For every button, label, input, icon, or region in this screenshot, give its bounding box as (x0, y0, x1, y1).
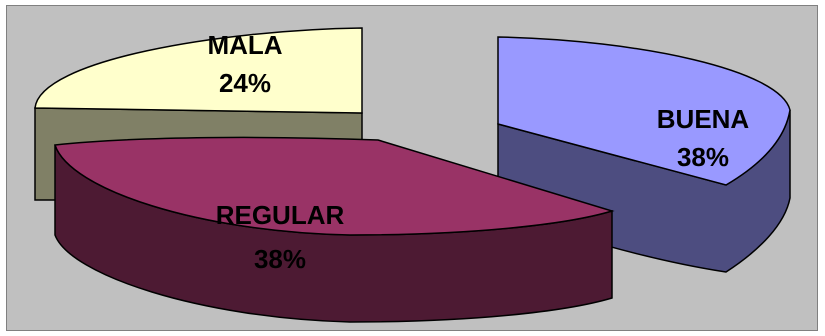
slice-regular-category-label: REGULAR (216, 200, 345, 230)
slice-mala-value-label: 24% (219, 68, 271, 98)
slice-buena-value-label: 38% (677, 142, 729, 172)
slice-mala-category-label: MALA (207, 30, 282, 60)
slice-buena-category-label: BUENA (657, 104, 750, 134)
slice-buena-top (497, 36, 791, 186)
slice-regular-value-label: 38% (254, 244, 306, 274)
slice-regular-top (53, 136, 615, 236)
slice-regular: REGULAR 38% (53, 136, 615, 323)
slice-mala-top (34, 27, 363, 114)
